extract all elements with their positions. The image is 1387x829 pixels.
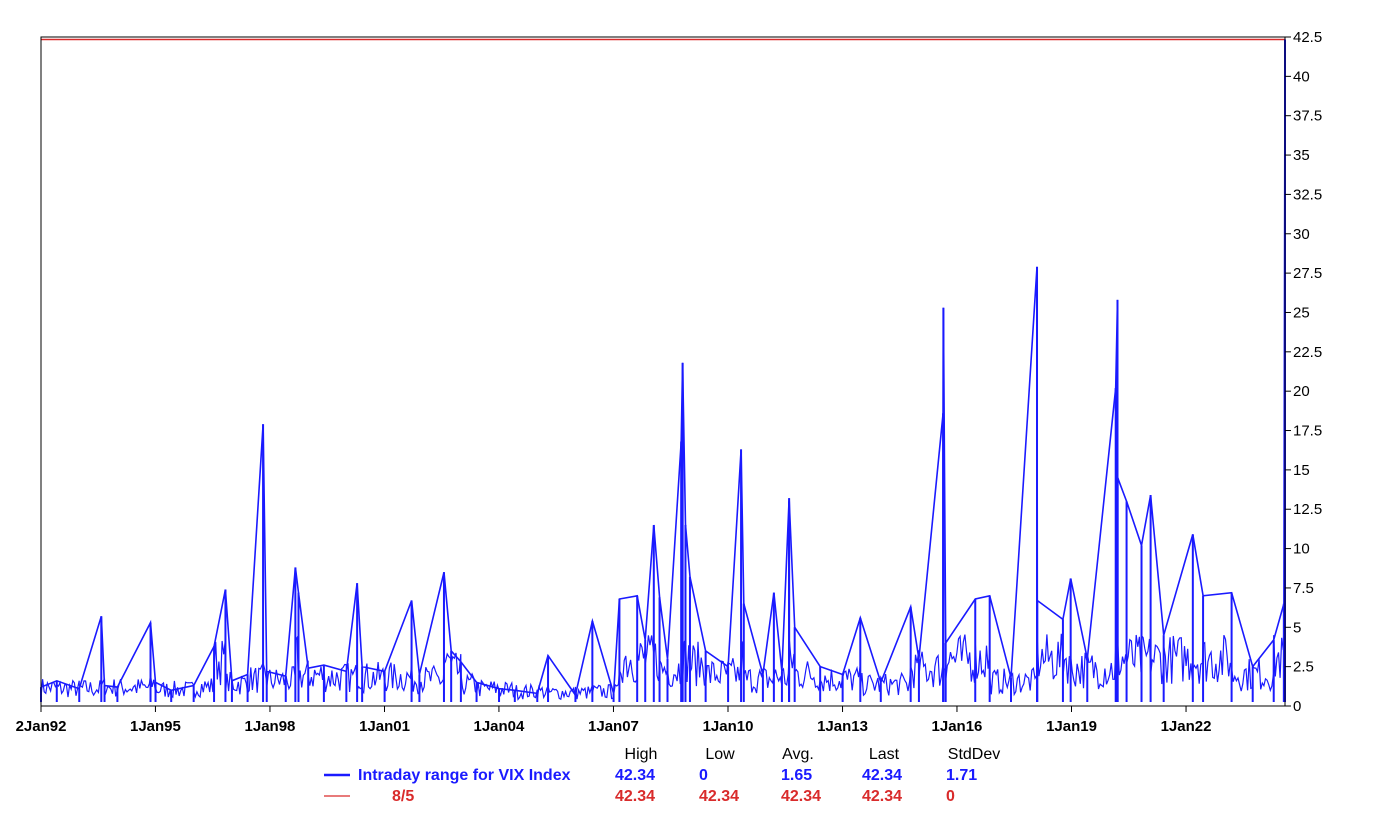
y-tick-label: 12.5 (1293, 501, 1322, 518)
y-tick-label: 5 (1293, 619, 1301, 636)
x-tick-label: 1Jan10 (703, 718, 754, 735)
y-tick-label: 25 (1293, 304, 1310, 321)
stats-header: Avg. (782, 746, 814, 763)
x-tick-label: 1Jan13 (817, 718, 868, 735)
legend-label-8-5: 8/5 (392, 788, 414, 805)
y-tick-label: 20 (1293, 383, 1310, 400)
x-tick-label: 1Jan19 (1046, 718, 1097, 735)
y-tick-label: 37.5 (1293, 108, 1322, 125)
legend-label-vix: Intraday range for VIX Index (358, 767, 571, 784)
stats-value: 1.65 (781, 767, 812, 784)
y-tick-label: 22.5 (1293, 344, 1322, 361)
stats-value: 1.71 (946, 767, 977, 784)
y-tick-label: 30 (1293, 226, 1310, 243)
y-tick-label: 40 (1293, 68, 1310, 85)
x-axis: 2Jan92 1Jan95 1Jan98 1Jan01 1Jan04 1Jan07 1Jan… (16, 706, 1212, 735)
stats-value: 0 (699, 767, 708, 784)
y-tick-label: 10 (1293, 541, 1310, 558)
x-tick-label: 1Jan22 (1161, 718, 1212, 735)
y-tick-label: 42.5 (1293, 29, 1322, 46)
stats-header: Low (705, 746, 735, 763)
stats-value: 42.34 (615, 788, 655, 805)
y-tick-label: 2.5 (1293, 659, 1314, 676)
x-tick-label: 1Jan95 (130, 718, 181, 735)
x-tick-label: 1Jan04 (473, 718, 525, 735)
stats-value: 42.34 (781, 788, 821, 805)
stats-value: 42.34 (615, 767, 655, 784)
stats-header: StdDev (948, 746, 1000, 763)
plot-frame (40, 36, 1286, 707)
stats-value: 42.34 (699, 788, 739, 805)
y-axis: 0 2.5 5 7.5 10 12.5 15 17.5 20 22.5 25 27.5 30 32.5 35… (1285, 29, 1322, 715)
x-tick-label: 1Jan07 (588, 718, 639, 735)
series-line-vix-noise (40, 633, 1285, 701)
stats-header: Last (869, 746, 900, 763)
y-tick-label: 17.5 (1293, 423, 1322, 440)
x-tick-label: 1Jan01 (359, 718, 410, 735)
stats-header: High (625, 746, 658, 763)
stats-value: 42.34 (862, 788, 902, 805)
y-tick-label: 27.5 (1293, 265, 1322, 282)
stats-value: 42.34 (862, 767, 902, 784)
legend: High Low Avg. Last StdDev Intraday range for … (324, 746, 1000, 805)
x-tick-label: 2Jan92 (16, 718, 67, 735)
y-tick-label: 15 (1293, 462, 1310, 479)
series-line-vix (40, 39, 1286, 697)
y-tick-label: 32.5 (1293, 186, 1322, 203)
y-tick-label: 35 (1293, 147, 1310, 164)
y-tick-label: 7.5 (1293, 580, 1314, 597)
y-tick-label: 0 (1293, 698, 1301, 715)
stats-value: 0 (946, 788, 955, 805)
x-tick-label: 1Jan16 (932, 718, 983, 735)
x-tick-label: 1Jan98 (245, 718, 296, 735)
